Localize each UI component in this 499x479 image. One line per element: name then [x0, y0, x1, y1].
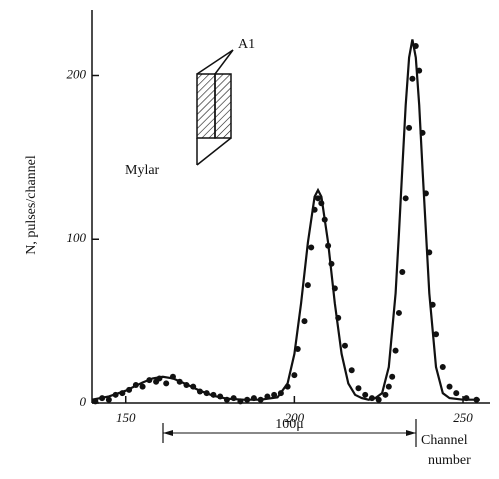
- annotation-al: A1: [238, 37, 255, 52]
- data-point: [250, 395, 257, 402]
- data-point: [335, 314, 342, 321]
- x-axis-label: Channel number: [421, 433, 471, 468]
- x-tick-label: 250: [453, 410, 473, 425]
- data-point: [433, 331, 440, 338]
- data-point: [328, 260, 335, 267]
- data-point: [169, 373, 176, 380]
- data-point: [446, 383, 453, 390]
- y-tick-label: 100: [67, 230, 87, 245]
- data-point: [392, 347, 399, 354]
- y-tick-label: 0: [80, 394, 87, 409]
- data-point: [230, 395, 237, 402]
- data-point: [341, 342, 348, 349]
- y-axis-label: N, pulses/channel: [24, 155, 39, 255]
- data-point: [119, 390, 126, 397]
- data-point: [291, 372, 298, 379]
- data-point: [294, 345, 301, 352]
- data-point: [223, 396, 230, 403]
- data-point: [389, 373, 396, 380]
- data-point: [382, 391, 389, 398]
- data-point: [92, 398, 99, 405]
- data-point: [426, 249, 433, 256]
- data-point: [422, 190, 429, 197]
- data-point: [112, 391, 119, 398]
- annotation-mylar: Mylar: [125, 163, 160, 178]
- data-point: [348, 367, 355, 374]
- data-point: [412, 43, 419, 50]
- data-point: [409, 75, 416, 82]
- data-point: [406, 124, 413, 131]
- data-point: [308, 244, 315, 251]
- distance-label: 100μ: [275, 417, 304, 432]
- x-tick-label: 150: [116, 410, 136, 425]
- data-point: [196, 388, 203, 395]
- foil-diagram: [196, 49, 234, 166]
- data-point: [355, 385, 362, 392]
- data-point: [210, 391, 217, 398]
- data-point: [203, 390, 210, 397]
- data-point: [439, 363, 446, 370]
- data-point: [126, 386, 133, 393]
- data-point: [132, 381, 139, 388]
- data-point: [419, 129, 426, 136]
- data-point: [156, 375, 163, 382]
- data-point: [385, 383, 392, 390]
- data-point: [321, 216, 328, 223]
- y-tick-label: 200: [67, 66, 87, 81]
- data-point: [105, 396, 112, 403]
- data-point: [271, 391, 278, 398]
- data-point: [304, 282, 311, 289]
- data-point: [325, 242, 332, 249]
- data-point: [463, 395, 470, 402]
- data-point: [311, 206, 318, 213]
- data-point: [399, 269, 406, 275]
- data-point: [362, 391, 369, 398]
- data-point: [395, 309, 402, 316]
- data-point: [453, 390, 460, 397]
- arrow-head-left: [163, 430, 173, 436]
- data-point: [429, 301, 436, 308]
- data-point: [314, 195, 321, 202]
- arrow-head-right: [406, 430, 416, 436]
- data-point: [318, 200, 325, 207]
- data-point: [331, 285, 338, 292]
- fit-curve: [91, 39, 480, 401]
- data-point: [473, 396, 480, 403]
- data-point: [264, 393, 271, 400]
- data-point: [301, 318, 308, 325]
- x-tick-label: 200: [285, 410, 305, 425]
- data-point: [99, 395, 106, 402]
- data-point: [183, 381, 190, 388]
- data-point: [368, 395, 375, 402]
- data-point: [244, 396, 251, 403]
- data-point: [277, 390, 284, 397]
- data-point: [163, 380, 170, 387]
- data-point: [237, 398, 244, 405]
- data-point: [176, 378, 183, 385]
- data-point: [217, 393, 224, 400]
- data-point: [139, 383, 146, 390]
- data-point: [375, 396, 382, 403]
- data-point: [284, 383, 291, 390]
- data-point: [257, 396, 264, 403]
- data-point: [416, 67, 423, 74]
- data-point: [402, 195, 409, 202]
- data-point: [190, 383, 197, 390]
- data-point: [146, 377, 153, 384]
